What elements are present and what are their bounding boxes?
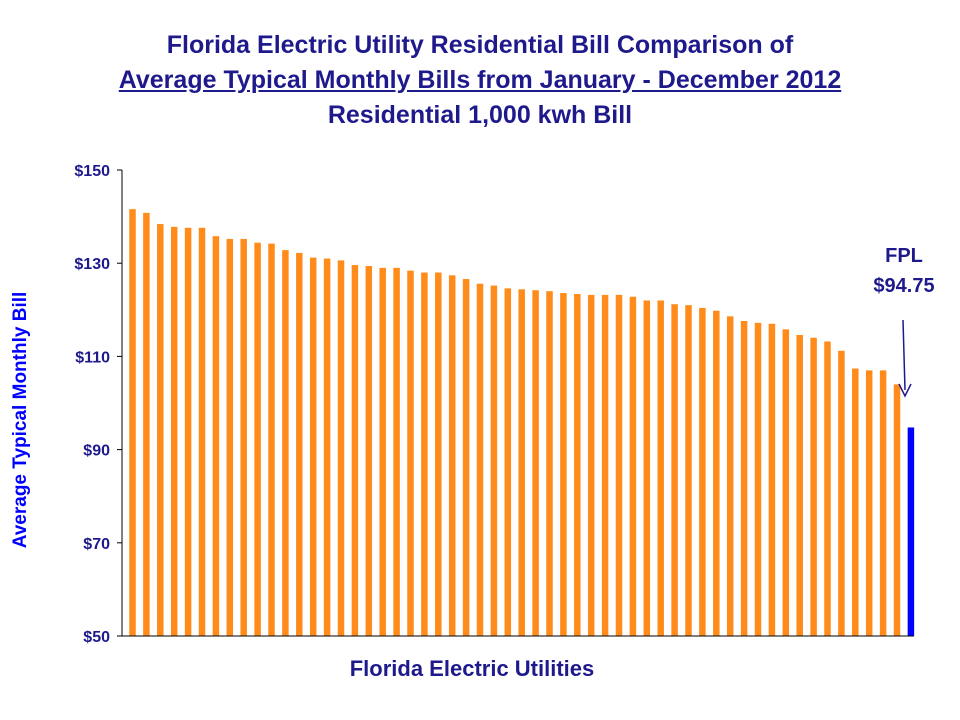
bar	[379, 267, 386, 636]
bar	[865, 370, 873, 636]
bar	[852, 368, 859, 636]
bar	[504, 288, 512, 636]
bar	[518, 289, 525, 636]
bar	[574, 293, 581, 636]
title-line-3: Residential 1,000 kwh Bill	[327, 101, 633, 129]
bar	[546, 291, 553, 636]
bar	[198, 227, 206, 636]
bar	[601, 294, 609, 636]
bar	[629, 296, 637, 636]
bar	[296, 252, 303, 636]
axes-group	[121, 170, 914, 637]
bar	[754, 322, 762, 636]
bar	[685, 305, 692, 636]
arrow-shaft	[902, 319, 906, 391]
bar	[532, 290, 539, 636]
bars-group	[129, 209, 915, 637]
y-tick-label: $70	[83, 536, 110, 553]
bar	[796, 334, 803, 636]
bar	[824, 341, 831, 636]
bar	[129, 209, 136, 636]
bar	[713, 310, 720, 636]
bar	[170, 226, 178, 636]
fpl-arrow	[898, 319, 912, 398]
bar	[337, 260, 345, 636]
bar	[782, 329, 790, 636]
bar	[490, 285, 498, 636]
bar	[893, 384, 901, 636]
bar	[421, 272, 428, 636]
bar	[643, 300, 651, 636]
bar	[212, 236, 220, 637]
bar	[560, 293, 567, 636]
y-tick-label: $90	[83, 443, 110, 460]
bar	[184, 227, 192, 636]
y-tick-label: $150	[74, 163, 110, 180]
bar	[879, 370, 887, 636]
title-line-2: Average Typical Monthly Bills from Janua…	[118, 66, 842, 94]
y-ticks-group: $50 $70 $90 $110 $130 $150	[74, 163, 122, 646]
bar	[657, 300, 664, 636]
bar	[671, 304, 678, 636]
bar	[268, 243, 275, 636]
bar	[448, 275, 456, 636]
arrow-head	[898, 383, 912, 398]
y-axis-label: Average Typical Monthly Bill	[10, 292, 31, 549]
bar	[157, 224, 164, 636]
bar	[309, 257, 317, 636]
bar	[240, 238, 247, 636]
chart-title: Florida Electric Utility Residential Bil…	[0, 28, 960, 133]
bar	[407, 270, 414, 636]
bar-fpl	[907, 427, 915, 636]
bar	[226, 238, 234, 636]
bar	[740, 320, 748, 636]
bar	[462, 279, 470, 636]
bar	[143, 212, 150, 636]
bar	[699, 307, 706, 636]
bar	[726, 316, 734, 636]
bar	[393, 267, 400, 636]
bar	[615, 294, 623, 636]
title-line-1: Florida Electric Utility Residential Bil…	[166, 31, 794, 59]
x-axis-label: Florida Electric Utilities	[350, 656, 595, 681]
bar	[838, 350, 845, 636]
fpl-value-label: $94.75	[873, 275, 934, 297]
bar	[282, 250, 289, 636]
y-tick-label: $110	[75, 349, 110, 366]
bar	[768, 323, 776, 636]
fpl-label: FPL	[885, 245, 923, 267]
y-tick-label: $50	[83, 629, 110, 646]
bar	[810, 337, 817, 636]
bar	[254, 242, 261, 636]
bar	[323, 258, 331, 636]
bar	[476, 283, 484, 636]
y-tick-label: $130	[74, 256, 110, 273]
bar	[435, 272, 442, 636]
bar	[351, 265, 359, 636]
bar	[365, 266, 373, 636]
bar	[587, 294, 595, 636]
